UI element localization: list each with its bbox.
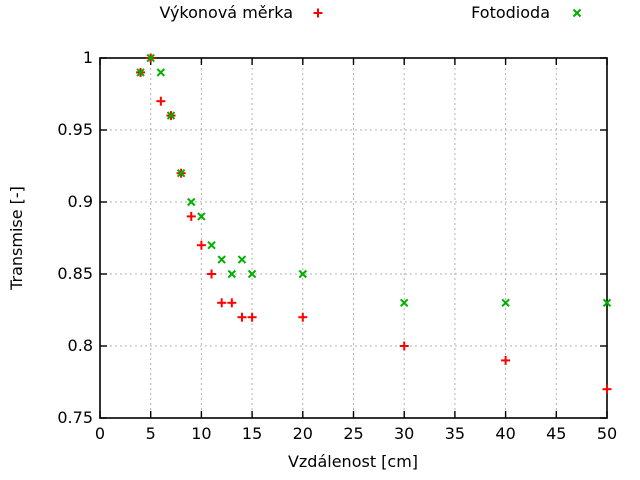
data-point-cross-icon bbox=[166, 111, 176, 120]
data-point-cross-icon bbox=[298, 269, 308, 279]
data-point-cross-icon bbox=[146, 53, 155, 63]
data-point-cross-icon bbox=[501, 298, 510, 308]
y-tick-label: 0.8 bbox=[67, 336, 93, 355]
y-tick-label: 1 bbox=[82, 48, 93, 67]
legend-label-photodiode: Fotodioda bbox=[471, 3, 550, 22]
data-point-cross-icon bbox=[602, 298, 612, 308]
x-tick-label: 25 bbox=[343, 424, 364, 443]
y-tick-label: 0.85 bbox=[57, 264, 93, 283]
data-point-cross-icon bbox=[227, 269, 237, 279]
data-point-cross-icon bbox=[176, 168, 186, 178]
data-point-cross-icon bbox=[237, 255, 247, 264]
data-point-cross-icon bbox=[187, 197, 196, 207]
data-point-cross-icon bbox=[217, 255, 226, 264]
x-tick-label: 30 bbox=[394, 424, 415, 443]
y-tick-label: 0.95 bbox=[57, 120, 93, 139]
x-tick-label: 20 bbox=[292, 424, 313, 443]
x-axis-title: Vzdálenost [cm] bbox=[287, 452, 419, 471]
x-tick-label: 50 bbox=[596, 424, 618, 443]
data-point-cross-icon bbox=[156, 68, 166, 77]
x-tick-label: 35 bbox=[444, 424, 466, 443]
y-axis-title: Transmise [-] bbox=[7, 186, 26, 290]
x-tick-label: 0 bbox=[94, 424, 106, 443]
y-tick-label: 0.75 bbox=[57, 408, 93, 427]
legend-label-power-meter: Výkonová měrka bbox=[159, 3, 293, 22]
data-point-cross-icon bbox=[399, 298, 409, 308]
data-point-cross-icon bbox=[207, 240, 216, 250]
y-tick-label: 0.9 bbox=[67, 192, 93, 211]
x-tick-label: 5 bbox=[145, 424, 156, 443]
x-tick-label: 45 bbox=[546, 424, 567, 443]
x-tick-label: 40 bbox=[495, 424, 516, 443]
x-tick-label: 10 bbox=[191, 424, 212, 443]
x-tick-label: 15 bbox=[241, 424, 263, 443]
data-point-cross-icon bbox=[197, 212, 206, 221]
data-point-cross-icon bbox=[136, 68, 145, 77]
data-point-cross-icon bbox=[247, 269, 257, 279]
legend-cross-marker-icon bbox=[572, 8, 582, 18]
